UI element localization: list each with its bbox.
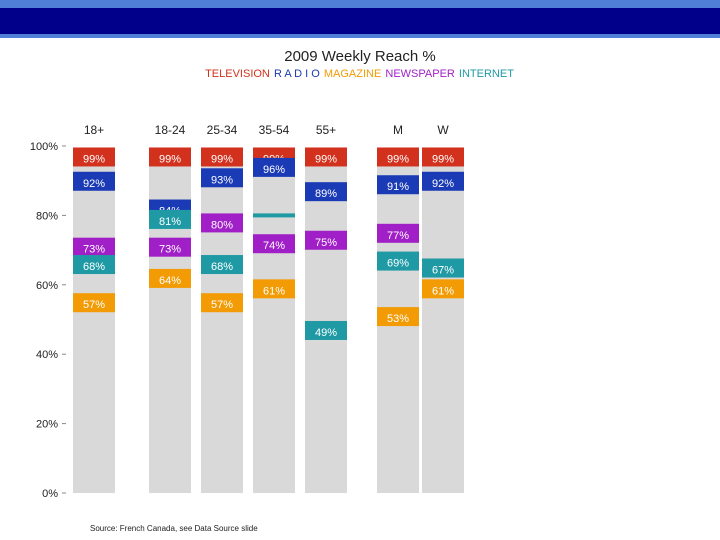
data-label-box: [377, 253, 419, 271]
data-label: 92%: [432, 178, 454, 190]
data-label: 91%: [387, 181, 409, 193]
data-label-box: [73, 239, 115, 257]
bar-background: [73, 149, 115, 493]
data-label: 99%: [315, 153, 337, 165]
data-label: 74%: [263, 240, 285, 252]
data-label: 68%: [211, 261, 233, 273]
data-label: 73%: [83, 244, 105, 256]
x-category-label: 18+: [84, 123, 104, 137]
data-label: 61%: [432, 285, 454, 297]
data-label: 99%: [211, 153, 233, 165]
data-label-box: [149, 149, 191, 167]
data-label-box: [201, 295, 243, 313]
data-label-box: [73, 257, 115, 275]
y-tick-label: 20%: [36, 419, 58, 431]
data-label: 80%: [211, 219, 233, 231]
data-label: 57%: [211, 299, 233, 311]
data-label-box: [422, 281, 464, 299]
data-label: 81%: [159, 216, 181, 228]
bar-internet-marker: [253, 213, 295, 218]
data-label-box: [73, 173, 115, 191]
data-label: 99%: [432, 153, 454, 165]
data-label: 69%: [387, 258, 409, 270]
x-category-label: 55+: [316, 123, 336, 137]
data-label: 89%: [315, 188, 337, 200]
data-label: 49%: [315, 327, 337, 339]
data-label: 99%: [387, 153, 409, 165]
data-label: 68%: [83, 261, 105, 273]
data-label-box: [253, 281, 295, 299]
data-label-box: [305, 184, 347, 202]
x-category-label: 25-34: [207, 123, 238, 137]
data-label-box: [201, 149, 243, 167]
y-tick-label: 60%: [36, 280, 58, 292]
bar-internet-marker: [201, 255, 243, 260]
y-tick-label: 0%: [42, 488, 58, 500]
legend-radio: R A D I O: [273, 68, 320, 80]
legend-internet: INTERNET: [458, 68, 514, 80]
legend-television: TELEVISION: [205, 68, 270, 80]
data-label: 99%: [83, 153, 105, 165]
legend-newspaper: NEWSPAPER: [385, 68, 455, 80]
x-category-label: 18-24: [155, 123, 186, 137]
legend-magazine: MAGAZINE: [323, 68, 382, 80]
y-tick-label: 80%: [36, 210, 58, 222]
data-label-box: [253, 236, 295, 254]
y-tick-label: 40%: [36, 349, 58, 361]
data-label: 61%: [263, 285, 285, 297]
data-label-box: [377, 225, 419, 243]
header-band: [0, 8, 720, 34]
data-label-box: [305, 322, 347, 340]
source-note: Source: French Canada, see Data Source s…: [90, 524, 258, 533]
data-label-box: [201, 257, 243, 275]
x-category-label: M: [393, 123, 403, 137]
data-label: 57%: [83, 299, 105, 311]
data-label: 99%: [159, 153, 181, 165]
header-band-top: [0, 0, 720, 8]
data-label-box: [73, 149, 115, 167]
data-label: 73%: [159, 244, 181, 256]
bar-background: [253, 149, 295, 493]
bar-background: [201, 149, 243, 493]
data-label-box: [73, 295, 115, 313]
data-label-box: [377, 309, 419, 327]
data-label-box: [377, 149, 419, 167]
data-label: 64%: [159, 275, 181, 287]
chart-title: 2009 Weekly Reach %: [284, 48, 436, 65]
data-label-box: [305, 232, 347, 250]
bar-background: [422, 149, 464, 493]
data-label: 75%: [315, 237, 337, 249]
x-category-label: W: [437, 123, 449, 137]
data-label: 53%: [387, 313, 409, 325]
data-label-box: [149, 211, 191, 229]
bar-internet-marker: [73, 255, 115, 260]
data-label-box: [149, 270, 191, 288]
data-label-box: [201, 170, 243, 188]
data-label-box: [253, 159, 295, 177]
header-band-accent: [0, 34, 720, 38]
data-label: 77%: [387, 230, 409, 242]
data-label-box: [422, 173, 464, 191]
data-label: 92%: [83, 178, 105, 190]
data-label-box: [422, 260, 464, 278]
data-label: 67%: [432, 265, 454, 277]
data-label-box: [377, 177, 419, 195]
x-category-label: 35-54: [259, 123, 290, 137]
data-label-box: [305, 149, 347, 167]
data-label-box: [422, 149, 464, 167]
data-label-box: [149, 239, 191, 257]
y-tick-label: 100%: [30, 141, 58, 153]
chart-legend: TELEVISION R A D I O MAGAZINE NEWSPAPER …: [0, 68, 720, 80]
data-label: 93%: [211, 174, 233, 186]
data-label: 96%: [263, 164, 285, 176]
data-label-box: [201, 215, 243, 233]
